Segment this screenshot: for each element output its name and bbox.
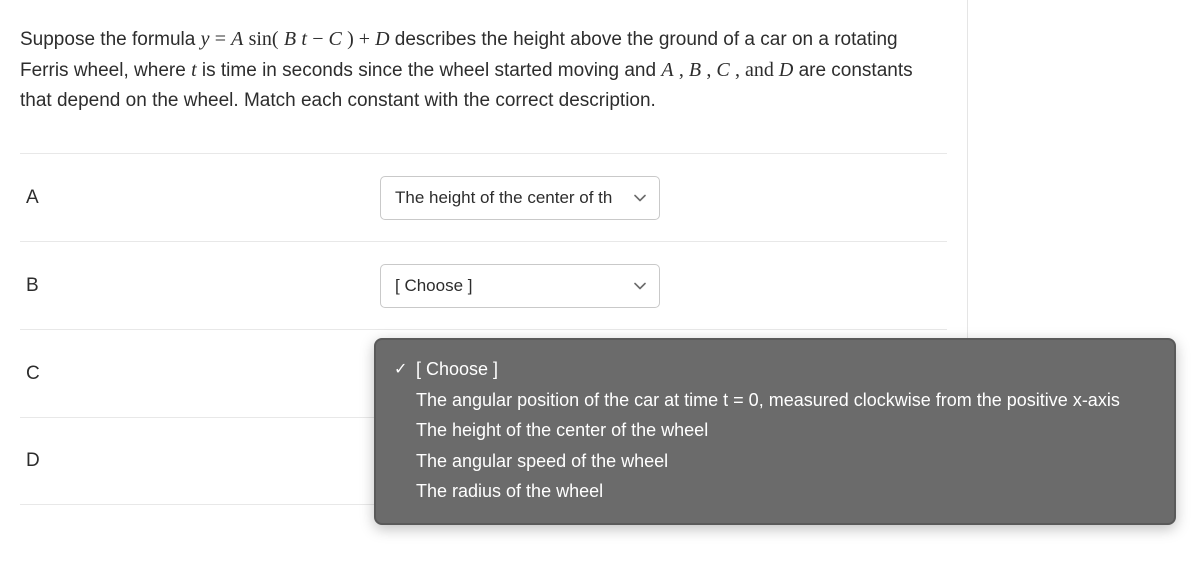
select-value: The height of the center of th: [395, 188, 612, 208]
dropdown-option[interactable]: The angular speed of the wheel: [394, 446, 1156, 477]
match-label: A: [20, 187, 380, 209]
option-label: The angular position of the car at time …: [416, 385, 1120, 416]
select-value: [ Choose ]: [395, 276, 473, 296]
select-wrap: [ Choose ]: [380, 264, 660, 308]
check-icon: ✓: [394, 356, 416, 383]
chevron-down-icon: [633, 279, 647, 293]
formula-C: C: [328, 28, 341, 50]
dropdown-option[interactable]: ✓ [ Choose ]: [394, 354, 1156, 385]
formula-A: A: [231, 28, 243, 50]
option-label: The height of the center of the wheel: [416, 415, 708, 446]
formula-t: t: [301, 28, 307, 50]
match-label: B: [20, 275, 380, 297]
select-wrap: The height of the center of th: [380, 176, 660, 220]
var-D: D: [779, 59, 793, 81]
var-t: t: [191, 59, 197, 81]
formula-D: D: [375, 28, 389, 50]
formula-y: y: [201, 28, 210, 50]
dropdown-option[interactable]: The height of the center of the wheel: [394, 415, 1156, 446]
formula-close: ) +: [347, 28, 375, 50]
var-A: A: [661, 59, 673, 81]
dropdown-option[interactable]: The angular position of the car at time …: [394, 385, 1156, 416]
option-label: [ Choose ]: [416, 354, 498, 385]
option-label: The angular speed of the wheel: [416, 446, 668, 477]
question-container: Suppose the formula y = A sin( B t − C )…: [0, 0, 968, 505]
comma: , and: [735, 59, 779, 81]
match-label: D: [20, 450, 380, 472]
prompt-text: is time in seconds since the wheel start…: [202, 60, 661, 81]
match-label: C: [20, 363, 380, 385]
dropdown-option[interactable]: The radius of the wheel: [394, 476, 1156, 507]
chevron-down-icon: [633, 191, 647, 205]
formula-minus: −: [312, 28, 328, 50]
formula-eq: =: [215, 28, 231, 50]
match-row-B: B [ Choose ]: [20, 241, 947, 329]
option-label: The radius of the wheel: [416, 476, 603, 507]
match-row-A: A The height of the center of th: [20, 153, 947, 241]
var-C: C: [716, 59, 729, 81]
select-B[interactable]: [ Choose ]: [380, 264, 660, 308]
formula-sin: sin(: [249, 28, 279, 50]
var-B: B: [689, 59, 701, 81]
formula-B: B: [284, 28, 296, 50]
prompt-text: Suppose the formula: [20, 29, 201, 50]
question-prompt: Suppose the formula y = A sin( B t − C )…: [20, 24, 947, 115]
comma: ,: [706, 59, 716, 81]
dropdown-menu[interactable]: ✓ [ Choose ] The angular position of the…: [374, 338, 1176, 525]
comma: ,: [679, 59, 689, 81]
select-A[interactable]: The height of the center of th: [380, 176, 660, 220]
